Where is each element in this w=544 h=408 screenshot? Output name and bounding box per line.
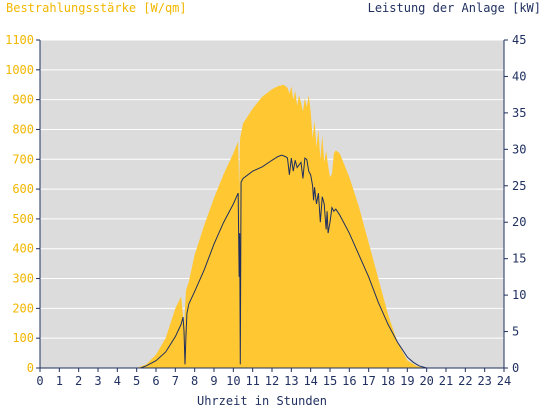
x-tick-label: 14 [303,374,317,388]
x-axis-ticks: 0 1 2 3 4 5 6 7 8 9 10 11 12 13 14 15 16 17 18 19 20 21 22 23 24 [36,368,511,388]
left-tick-label: 300 [12,272,34,286]
x-tick-label: 12 [265,374,279,388]
right-tick-label: 5 [512,325,519,339]
left-tick-label: 800 [12,122,34,136]
right-tick-label: 25 [512,179,526,193]
x-tick-label: 1 [56,374,63,388]
right-tick-label: 15 [512,252,526,266]
x-tick-label: 19 [400,374,414,388]
left-tick-label: 400 [12,242,34,256]
left-tick-label: 500 [12,212,34,226]
x-tick-label: 16 [342,374,356,388]
irradiance-area [40,84,504,368]
right-tick-label: 20 [512,215,526,229]
left-tick-label: 600 [12,182,34,196]
right-tick-label: 10 [512,288,526,302]
x-tick-label: 2 [75,374,82,388]
x-tick-label: 15 [323,374,337,388]
right-tick-label: 45 [512,33,526,47]
x-tick-label: 7 [172,374,179,388]
left-tick-label: 200 [12,301,34,315]
left-tick-label: 900 [12,93,34,107]
x-tick-label: 23 [477,374,491,388]
x-tick-label: 9 [210,374,217,388]
x-tick-label: 22 [458,374,472,388]
left-tick-label: 0 [27,361,34,375]
right-tick-label: 0 [512,361,519,375]
x-tick-label: 10 [226,374,240,388]
x-tick-label: 18 [381,374,395,388]
x-tick-label: 13 [284,374,298,388]
x-tick-label: 0 [36,374,43,388]
left-tick-label: 100 [12,331,34,345]
x-tick-label: 3 [94,374,101,388]
right-axis-ticks: 0 5 10 15 20 25 30 35 40 45 [504,33,526,375]
x-tick-label: 17 [361,374,375,388]
left-tick-label: 1000 [5,63,34,77]
x-tick-label: 8 [191,374,198,388]
right-tick-label: 40 [512,69,526,83]
x-tick-label: 21 [439,374,453,388]
x-tick-label: 24 [497,374,511,388]
x-tick-label: 6 [152,374,159,388]
x-tick-label: 20 [419,374,433,388]
power-line [40,154,504,369]
left-tick-label: 1100 [5,33,34,47]
right-axis-title: Leistung der Anlage [kW] [368,1,541,15]
x-tick-label: 4 [114,374,121,388]
x-tick-label: 5 [133,374,140,388]
right-tick-label: 30 [512,142,526,156]
x-axis-label: Uhrzeit in Stunden [197,394,327,408]
left-axis-ticks: 0 100 200 300 400 500 600 700 800 900 1000 1100 [5,33,40,375]
right-tick-label: 35 [512,106,526,120]
left-axis-title: Bestrahlungsstärke [W/qm] [6,1,187,15]
left-tick-label: 700 [12,152,34,166]
x-tick-label: 11 [245,374,259,388]
